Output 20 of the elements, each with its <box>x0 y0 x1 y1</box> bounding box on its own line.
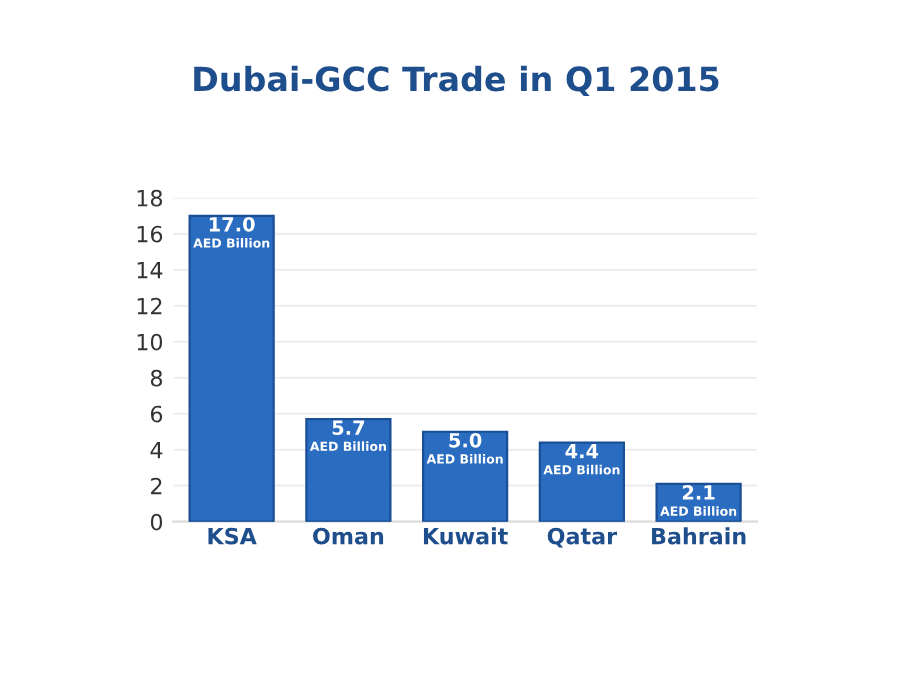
x-tick-label: Bahrain <box>652 527 746 545</box>
x-tick-label: Kuwait <box>423 527 508 545</box>
y-tick-label: 14 <box>137 262 163 279</box>
chart-title: Dubai-GCC Trade in Q1 2015 <box>194 65 719 96</box>
bar <box>188 214 275 522</box>
y-tick-label: 10 <box>137 333 163 351</box>
x-tick-label: KSA <box>208 527 257 545</box>
y-tick-label: 0 <box>150 513 163 531</box>
y-tick-label: 6 <box>150 405 163 423</box>
y-tick-label: 4 <box>150 441 163 459</box>
y-tick-label: 8 <box>150 369 163 387</box>
y-tick-label: 12 <box>137 297 162 315</box>
y-tick-label: 18 <box>137 189 163 207</box>
bar <box>421 430 509 522</box>
y-tick-label: 2 <box>151 477 162 495</box>
x-tick-label: Qatar <box>547 527 618 548</box>
x-tick-label: Oman <box>313 527 384 545</box>
bar <box>305 418 392 522</box>
y-tick-label: 16 <box>137 225 163 243</box>
bar <box>538 441 625 522</box>
